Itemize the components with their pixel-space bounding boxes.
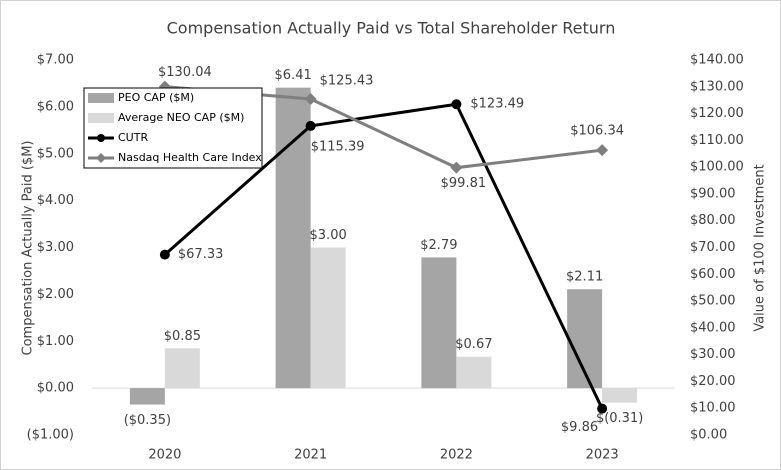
legend-label: Nasdaq Health Care Index	[118, 151, 262, 164]
y2-tick-label: $120.00	[690, 106, 744, 121]
legend-label: PEO CAP ($M)	[118, 91, 194, 104]
marker	[304, 93, 317, 106]
bar	[310, 247, 346, 389]
y2-tick-label: $10.00	[690, 401, 736, 416]
y2-tick-label: $0.00	[690, 428, 727, 443]
data-label: $2.11	[566, 270, 603, 285]
marker	[451, 99, 462, 110]
y2-tick-label: $80.00	[690, 213, 736, 228]
bar	[164, 348, 200, 389]
legend-label: CUTR	[118, 131, 148, 144]
y2-tick-label: $110.00	[690, 133, 744, 148]
y-tick-label: $0.00	[37, 381, 74, 396]
y-tick-label: $7.00	[37, 53, 74, 68]
data-label: $125.43	[320, 74, 374, 89]
y2-tick-label: $30.00	[690, 347, 736, 362]
y2-tick-label: $40.00	[690, 320, 736, 335]
y2-tick-label: $90.00	[690, 186, 736, 201]
data-label: ($0.35)	[124, 413, 171, 428]
y-tick-label: $5.00	[37, 146, 74, 161]
bar	[275, 87, 311, 389]
y2-axis-title: Value of $100 Investment	[753, 164, 768, 331]
bar	[421, 257, 457, 389]
legend-marker	[96, 153, 106, 163]
x-tick-label: 2023	[586, 448, 619, 463]
legend-label: Average NEO CAP ($M)	[118, 111, 244, 124]
y2-tick-label: $100.00	[690, 160, 744, 175]
y-tick-label: ($1.00)	[27, 428, 74, 443]
chart-title: Compensation Actually Paid vs Total Shar…	[167, 19, 616, 38]
data-label: $2.79	[420, 238, 457, 253]
marker	[305, 120, 316, 131]
data-label: $0.85	[164, 329, 201, 344]
bar	[602, 388, 638, 403]
bar	[129, 388, 165, 405]
y-tick-label: $6.00	[37, 99, 74, 114]
line	[163, 102, 604, 410]
marker	[159, 249, 170, 260]
data-label: $99.81	[441, 176, 487, 191]
x-tick-label: 2021	[294, 448, 327, 463]
data-label: $106.34	[570, 124, 624, 139]
y-axis-title: Compensation Actually Paid ($M)	[21, 141, 36, 356]
data-label: $123.49	[470, 97, 524, 112]
legend-swatch	[88, 93, 114, 103]
y-tick-label: $4.00	[37, 193, 74, 208]
data-label: $3.00	[310, 228, 347, 243]
y2-tick-label: $140.00	[690, 53, 744, 68]
bar	[456, 356, 492, 389]
data-label: $0.67	[455, 337, 492, 352]
data-label: $130.04	[158, 65, 212, 80]
y-tick-label: $1.00	[37, 334, 74, 349]
marker	[596, 144, 609, 157]
data-label: $115.39	[311, 139, 365, 154]
y2-tick-label: $70.00	[690, 240, 736, 255]
data-label: $9.86	[561, 420, 598, 435]
data-label: $(0.31)	[596, 411, 643, 426]
y2-tick-label: $60.00	[690, 267, 736, 282]
marker	[450, 161, 463, 174]
y2-tick-label: $130.00	[690, 79, 744, 94]
data-label: $67.33	[178, 247, 224, 262]
data-label: $6.41	[275, 68, 312, 83]
x-tick-label: 2022	[440, 448, 473, 463]
y2-tick-label: $50.00	[690, 294, 736, 309]
y-tick-label: $3.00	[37, 240, 74, 255]
y-tick-label: $2.00	[37, 287, 74, 302]
x-tick-label: 2020	[148, 448, 181, 463]
y2-tick-label: $20.00	[690, 374, 736, 389]
legend-swatch	[88, 113, 114, 123]
marker	[597, 403, 608, 414]
legend-marker	[97, 134, 105, 142]
